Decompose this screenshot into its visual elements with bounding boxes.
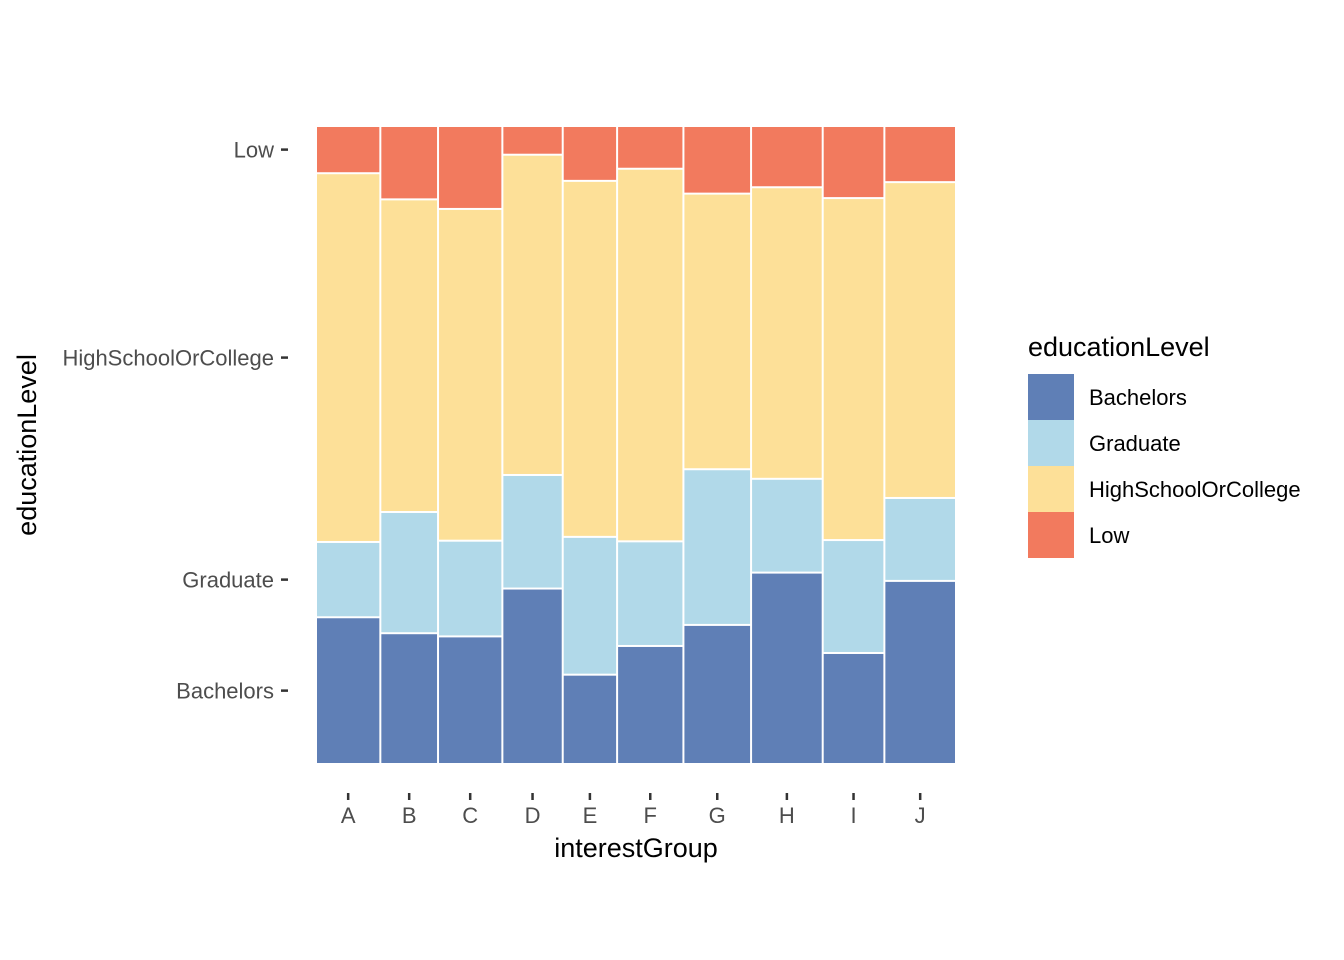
mosaic-tile-g-high-school-or-college [684, 194, 751, 469]
mosaic-tile-c-graduate [439, 541, 502, 636]
x-tick-label-a: A [341, 803, 356, 828]
legend-label-low: Low [1089, 523, 1129, 548]
x-axis: A B C D E F G H I J [341, 793, 926, 828]
mosaic-tile-b-low [381, 127, 438, 199]
plot-area [317, 127, 955, 763]
mosaic-tile-e-high-school-or-college [563, 181, 617, 536]
x-tick-label-d: D [525, 803, 541, 828]
mosaic-tile-h-graduate [752, 479, 822, 572]
mosaic-tile-h-bachelors [752, 573, 822, 763]
x-tick-label-f: F [644, 803, 657, 828]
mosaic-tile-g-bachelors [684, 625, 751, 763]
legend-label-high-school-or-college: HighSchoolOrCollege [1089, 477, 1301, 502]
mosaic-tile-b-graduate [381, 512, 438, 633]
legend-label-graduate: Graduate [1089, 431, 1181, 456]
mosaic-tile-f-high-school-or-college [618, 169, 683, 541]
mosaic-tile-h-low [752, 127, 822, 187]
mosaic-tile-j-low [885, 127, 955, 182]
legend: educationLevel Bachelors Graduate HighScho… [1028, 332, 1301, 558]
mosaic-tile-f-graduate [618, 542, 683, 645]
y-axis-title: educationLevel [12, 354, 42, 536]
y-tick-label-high-school-or-college: HighSchoolOrCollege [62, 346, 274, 371]
mosaic-tile-c-low [439, 127, 502, 208]
x-tick-label-j: J [915, 803, 926, 828]
mosaic-tile-d-graduate [503, 475, 562, 588]
mosaic-tile-d-high-school-or-college [503, 155, 562, 474]
mosaic-tile-a-graduate [317, 542, 380, 617]
mosaic-tile-a-bachelors [317, 618, 380, 763]
mosaic-tile-h-high-school-or-college [752, 188, 822, 478]
mosaic-tile-d-low [503, 127, 562, 154]
x-tick-label-h: H [779, 803, 795, 828]
x-tick-label-b: B [402, 803, 417, 828]
legend-key-high-school-or-college [1028, 466, 1074, 512]
mosaic-tile-e-bachelors [563, 675, 617, 763]
mosaic-tile-j-graduate [885, 498, 955, 580]
mosaic-tile-g-low [684, 127, 751, 193]
mosaic-tile-j-high-school-or-college [885, 183, 955, 497]
mosaic-tile-g-graduate [684, 470, 751, 624]
mosaic-tile-c-bachelors [439, 637, 502, 763]
mosaic-tile-f-bachelors [618, 646, 683, 763]
y-tick-label-graduate: Graduate [182, 568, 274, 593]
mosaic-tile-a-high-school-or-college [317, 174, 380, 541]
mosaic-tile-e-graduate [563, 537, 617, 674]
mosaic-tile-i-bachelors [823, 653, 884, 763]
x-tick-label-e: E [583, 803, 598, 828]
mosaic-tile-b-bachelors [381, 634, 438, 763]
y-tick-label-low: Low [234, 138, 274, 163]
mosaic-tile-i-high-school-or-college [823, 199, 884, 540]
x-tick-label-i: I [850, 803, 856, 828]
y-tick-label-bachelors: Bachelors [176, 679, 274, 704]
legend-label-bachelors: Bachelors [1089, 385, 1187, 410]
legend-key-bachelors [1028, 374, 1074, 420]
mosaic-tile-a-low [317, 127, 380, 173]
x-axis-title: interestGroup [554, 833, 718, 863]
mosaic-tile-f-low [618, 127, 683, 168]
legend-key-low [1028, 512, 1074, 558]
mosaic-tile-i-graduate [823, 541, 884, 652]
mosaic-tile-j-bachelors [885, 581, 955, 763]
mosaic-tile-c-high-school-or-college [439, 209, 502, 540]
x-tick-label-g: G [709, 803, 726, 828]
mosaic-tile-b-high-school-or-college [381, 200, 438, 511]
legend-key-graduate [1028, 420, 1074, 466]
mosaic-tile-e-low [563, 127, 617, 180]
legend-title: educationLevel [1028, 332, 1210, 362]
y-axis: Bachelors Graduate HighSchoolOrCollege Low [62, 138, 288, 704]
mosaic-tile-i-low [823, 127, 884, 198]
mosaic-tile-d-bachelors [503, 589, 562, 763]
x-tick-label-c: C [462, 803, 478, 828]
